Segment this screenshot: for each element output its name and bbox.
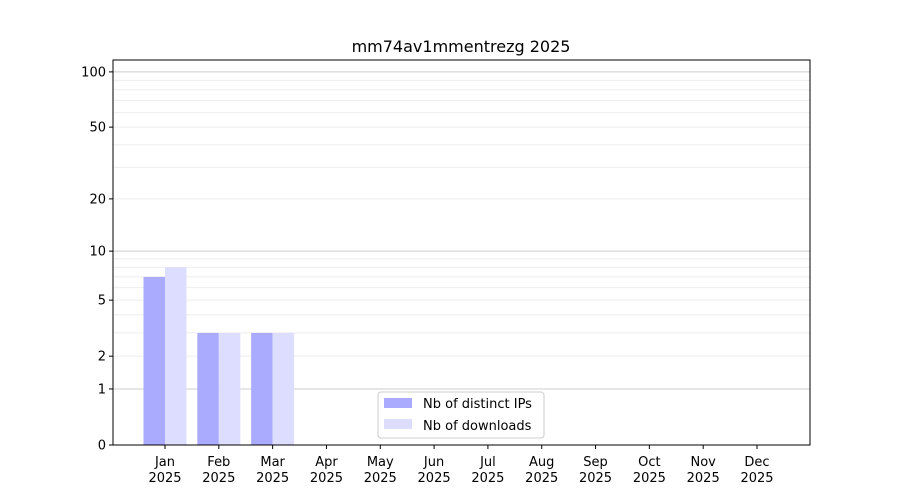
x-tick-label: 2025 <box>364 471 397 486</box>
y-tick-label: 0 <box>98 439 106 454</box>
x-tick-label: 2025 <box>256 471 289 486</box>
x-tick-label: 2025 <box>579 471 612 486</box>
x-tick-label: Feb <box>207 455 230 470</box>
x-tick-label: 2025 <box>633 471 666 486</box>
plot-frame <box>112 59 811 446</box>
x-tick-label: Dec <box>744 455 769 470</box>
x-tick-label: 2025 <box>418 471 451 486</box>
y-tick-label: 20 <box>89 192 106 207</box>
x-tick-label: Apr <box>315 455 338 470</box>
x-tick-label: 2025 <box>148 471 181 486</box>
legend-label-ips: Nb of distinct IPs <box>423 397 532 412</box>
legend-swatch-ips <box>384 398 412 408</box>
x-tick-label: Oct <box>638 455 660 470</box>
x-tick-label: 2025 <box>687 471 720 486</box>
y-tick-label: 2 <box>98 350 106 365</box>
y-tick-label: 10 <box>89 245 106 260</box>
bar-ips <box>251 332 273 445</box>
x-tick-label: Mar <box>260 455 285 470</box>
bar-ips <box>143 276 165 445</box>
bar-downloads <box>218 332 241 445</box>
legend: Nb of distinct IPs Nb of downloads <box>377 391 545 439</box>
x-tick-label: Jul <box>479 455 496 470</box>
x-tick-label: Sep <box>583 455 608 470</box>
x-tick-label: Aug <box>529 455 554 470</box>
x-tick-label: 2025 <box>310 471 343 486</box>
x-tick-label: Nov <box>690 455 716 470</box>
x-tick-label: 2025 <box>471 471 504 486</box>
x-tick-label: Jun <box>423 455 444 470</box>
y-tick-label: 50 <box>89 121 106 136</box>
x-tick-label: 2025 <box>740 471 773 486</box>
y-tick-label: 100 <box>81 65 106 80</box>
x-tick-label: 2025 <box>525 471 558 486</box>
legend-label-downloads: Nb of downloads <box>423 419 532 434</box>
y-tick-label: 5 <box>98 294 106 309</box>
bar-downloads <box>165 267 187 445</box>
legend-swatch-downloads <box>384 419 412 429</box>
chart-title: mm74av1mmentrezg 2025 <box>352 37 571 56</box>
y-tick-label: 1 <box>98 382 106 397</box>
bar-ips <box>197 332 219 445</box>
x-tick-label: 2025 <box>202 471 235 486</box>
x-tick-label: May <box>367 455 394 470</box>
x-tick-label: Jan <box>154 455 175 470</box>
bar-downloads <box>272 332 295 445</box>
